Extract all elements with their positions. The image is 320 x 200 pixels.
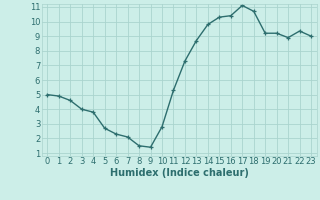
- X-axis label: Humidex (Indice chaleur): Humidex (Indice chaleur): [110, 168, 249, 178]
